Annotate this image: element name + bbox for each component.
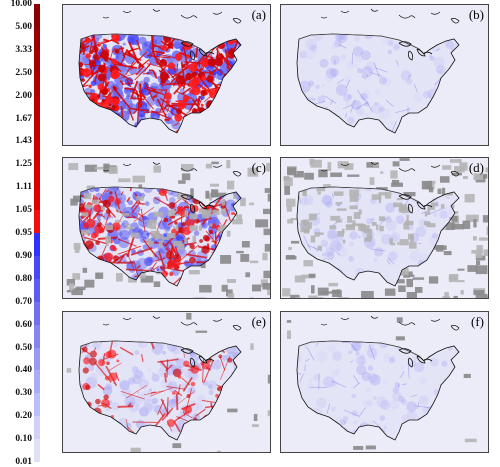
colorbar-segment	[34, 439, 40, 463]
colorbar-segment	[34, 72, 40, 97]
colorbar-tick-label: 0.50	[15, 342, 32, 353]
colorbar-segment	[34, 233, 40, 257]
colorbar-bar	[34, 4, 40, 463]
colorbar-segment	[34, 95, 40, 119]
colorbar: 10.00 5.00 3.33 2.50 2.00 1.67 1.43 1.25 1.11 1.0…	[0, 0, 62, 467]
colorbar-tick-label: 0.30	[15, 388, 32, 399]
colorbar-segment	[34, 49, 40, 74]
canada-coast	[102, 161, 242, 177]
colorbar-segment	[34, 210, 40, 234]
panel-label: (c)	[251, 160, 266, 175]
colorbar-tick-label: 1.05	[15, 205, 32, 216]
map-canvas	[281, 5, 488, 145]
colorbar-segment	[34, 278, 40, 303]
map-panel: (a)	[62, 4, 271, 146]
panel-label: (e)	[251, 314, 266, 329]
us-land	[297, 187, 459, 286]
panel-label: (d)	[468, 160, 484, 175]
colorbar-segment	[34, 118, 40, 142]
great-lakes	[180, 194, 215, 214]
colorbar-segment	[34, 301, 40, 326]
colorbar-tick-label: 1.67	[15, 113, 32, 124]
colorbar-tick-label: 3.33	[15, 44, 32, 55]
map-canvas	[63, 158, 270, 298]
colorbar-tick-label: 0.60	[15, 319, 32, 330]
great-lakes	[180, 41, 215, 61]
us-land	[297, 341, 459, 440]
colorbar-tick-label: 0.90	[15, 250, 32, 261]
canada-border	[80, 33, 207, 55]
canada-coast	[102, 315, 242, 331]
colorbar-tick-label: 1.11	[15, 182, 32, 193]
canada-border	[80, 340, 207, 362]
colorbar-tick-label: 2.00	[15, 90, 32, 101]
colorbar-segment	[34, 347, 40, 371]
colorbar-tick-label: 0.95	[15, 228, 32, 238]
colorbar-tick-label: 1.43	[15, 136, 32, 147]
map-panel: (e)	[62, 311, 271, 453]
great-lakes	[398, 41, 433, 61]
map-panel: (d)	[280, 157, 489, 299]
colorbar-segment	[34, 141, 40, 165]
map-panel: (b)	[280, 4, 489, 146]
colorbar-segment	[34, 187, 40, 211]
canada-coast	[320, 315, 460, 331]
colorbar-segment	[34, 255, 40, 280]
colorbar-segment	[34, 416, 40, 440]
colorbar-segment	[34, 26, 40, 51]
canada-border	[298, 186, 425, 208]
colorbar-segment	[34, 370, 40, 394]
us-land	[79, 341, 241, 440]
panel-label: (f)	[471, 314, 484, 329]
colorbar-segment	[34, 4, 40, 28]
colorbar-tick-label: 0.70	[15, 296, 32, 307]
canada-coast	[102, 8, 242, 24]
colorbar-segment	[34, 393, 40, 417]
map-panel: (f)	[280, 311, 489, 453]
colorbar-segment	[34, 164, 40, 188]
us-land	[297, 34, 459, 133]
colorbar-tick-label: 0.01	[15, 457, 32, 467]
canada-border	[80, 186, 207, 208]
map-canvas	[281, 312, 488, 452]
canada-coast	[320, 8, 460, 24]
colorbar-tick-label: 5.00	[15, 21, 32, 32]
great-lakes	[180, 348, 215, 368]
colorbar-segment	[34, 324, 40, 348]
colorbar-tick-label: 0.10	[15, 434, 32, 445]
colorbar-tick-label: 10.00	[10, 0, 32, 9]
map-canvas	[63, 5, 270, 145]
colorbar-tick-label: 0.80	[15, 273, 32, 284]
map-canvas	[63, 312, 270, 452]
canada-coast	[320, 161, 460, 177]
colorbar-tick-label: 0.40	[15, 365, 32, 376]
colorbar-tick-label: 2.50	[15, 67, 32, 78]
canada-border	[298, 340, 425, 362]
canada-border	[298, 33, 425, 55]
colorbar-tick-label: 1.25	[15, 159, 32, 170]
colorbar-tick-label: 0.20	[15, 411, 32, 422]
great-lakes	[398, 194, 433, 214]
panel-label: (a)	[251, 7, 266, 22]
map-canvas	[281, 158, 488, 298]
map-panel: (c)	[62, 157, 271, 299]
great-lakes	[398, 348, 433, 368]
panel-label: (b)	[468, 7, 484, 22]
